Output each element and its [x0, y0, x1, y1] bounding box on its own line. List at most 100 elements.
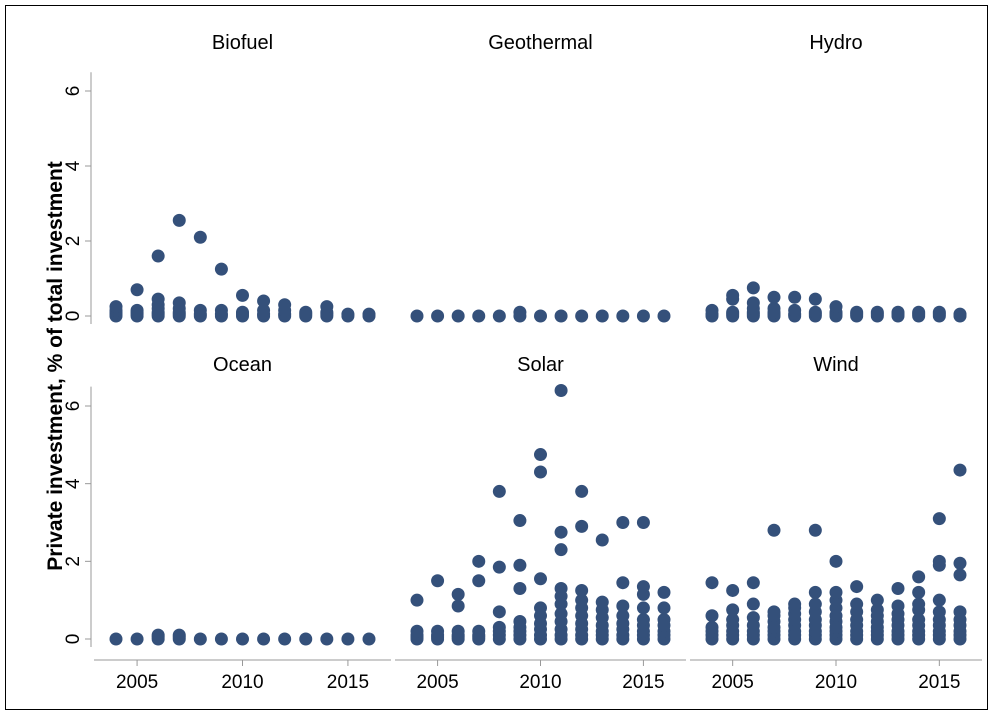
data-point — [513, 615, 527, 629]
data-point — [214, 632, 228, 646]
data-point — [534, 448, 547, 462]
data-point — [616, 599, 630, 613]
data-point — [193, 303, 207, 317]
data-point — [172, 628, 186, 642]
data-point — [451, 309, 465, 323]
data-point — [912, 597, 926, 611]
data-point — [362, 632, 376, 646]
data-point — [616, 576, 630, 590]
data-point — [850, 305, 864, 319]
data-point — [767, 523, 781, 537]
data-point — [472, 624, 486, 638]
data-point — [808, 292, 822, 306]
data-point — [746, 576, 760, 590]
panel-title: Hydro — [809, 32, 862, 54]
y-tick-label: 0 — [63, 634, 84, 645]
data-point — [912, 570, 926, 584]
data-point — [657, 585, 671, 599]
data-point — [932, 593, 946, 607]
data-point — [829, 554, 843, 568]
data-point — [726, 583, 740, 597]
data-point — [554, 383, 568, 397]
data-point — [726, 613, 740, 627]
data-point — [636, 601, 650, 615]
data-point — [788, 597, 802, 611]
data-point — [130, 632, 144, 646]
data-point — [767, 302, 781, 315]
data-point — [534, 309, 547, 323]
panel-solar: Solar 2005 2010 2015 — [395, 354, 686, 693]
data-point — [257, 632, 271, 646]
data-point — [554, 582, 568, 596]
data-point — [870, 305, 884, 319]
data-point — [236, 305, 249, 319]
data-point — [850, 580, 864, 594]
data-point — [513, 558, 527, 572]
data-point — [299, 632, 313, 646]
x-tick-label: 2015 — [622, 672, 664, 693]
data-point — [726, 288, 740, 302]
y-tick-label: 0 — [63, 311, 84, 322]
data-point — [513, 514, 527, 528]
panel-wind: Wind 2005 2010 2015 — [690, 354, 982, 693]
x-tick-label: 2005 — [116, 672, 158, 693]
panel-biofuel: Biofuel 0 2 4 6 — [63, 32, 376, 324]
data-point — [891, 599, 905, 613]
data-point — [257, 294, 271, 308]
data-point — [912, 613, 926, 627]
y-tick-label: 6 — [63, 86, 84, 97]
data-point — [151, 292, 165, 306]
data-point — [472, 554, 486, 568]
data-point — [431, 624, 445, 638]
data-point — [236, 288, 249, 302]
data-point — [657, 309, 671, 323]
x-tick-label: 2010 — [815, 672, 857, 693]
data-point — [636, 516, 650, 529]
data-point — [767, 605, 781, 619]
y-tick-label: 2 — [63, 556, 84, 567]
faceted-scatter-chart: Biofuel 0 2 4 6 Geothermal Hydro Ocean 0 2 4 6 2005 2… — [44, 32, 982, 693]
data-point — [932, 554, 946, 568]
data-point — [236, 632, 249, 646]
data-point — [410, 593, 424, 607]
x-tick-label: 2010 — [221, 672, 263, 693]
data-point — [912, 585, 926, 599]
data-point — [172, 296, 186, 310]
data-point — [130, 303, 144, 317]
data-point — [554, 525, 568, 539]
panel-geothermal: Geothermal — [410, 32, 671, 323]
panel-title: Solar — [517, 354, 564, 376]
data-point — [636, 613, 650, 627]
x-tick-label: 2005 — [712, 672, 754, 693]
data-point — [595, 309, 609, 323]
data-point — [451, 624, 465, 638]
data-point — [109, 300, 123, 314]
data-point — [891, 305, 905, 319]
data-point — [193, 632, 207, 646]
panel-title: Ocean — [213, 354, 272, 376]
y-tick-label: 6 — [63, 401, 84, 412]
data-point — [534, 572, 547, 586]
data-point — [788, 303, 802, 317]
data-point — [657, 601, 671, 615]
data-point — [151, 628, 165, 642]
x-tick-label: 2015 — [918, 672, 960, 693]
data-point — [320, 632, 334, 646]
data-point — [953, 556, 967, 570]
data-point — [829, 300, 843, 314]
data-point — [953, 307, 967, 321]
data-point — [746, 597, 760, 611]
data-point — [870, 603, 884, 617]
data-point — [320, 300, 334, 314]
data-point — [554, 309, 568, 323]
data-point — [636, 309, 650, 323]
data-point — [214, 303, 228, 317]
x-tick-label: 2015 — [327, 672, 369, 693]
data-point — [575, 583, 589, 597]
data-point — [172, 213, 186, 227]
data-point — [891, 582, 905, 596]
x-tick-label: 2010 — [519, 672, 561, 693]
data-point — [341, 632, 355, 646]
data-point — [534, 601, 547, 615]
data-point — [575, 593, 589, 607]
